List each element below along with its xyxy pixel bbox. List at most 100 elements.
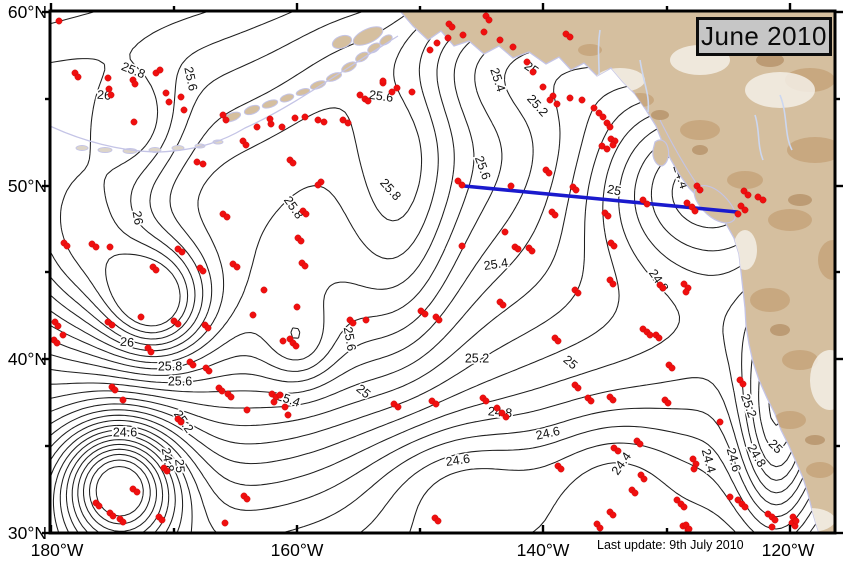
terrain-patch <box>818 240 835 280</box>
terrain-patch <box>806 462 834 478</box>
float-marker <box>529 68 537 76</box>
float-marker <box>165 98 173 106</box>
terrain-patch-dark <box>756 53 784 67</box>
float-marker <box>349 319 357 327</box>
y-axis-label: 60°N <box>8 2 47 22</box>
contour-line-24.0 <box>77 448 164 533</box>
float-marker <box>119 518 127 526</box>
coastal-island <box>652 139 670 167</box>
float-marker <box>177 418 185 426</box>
terrain-patch <box>680 120 720 140</box>
float-marker <box>668 364 676 372</box>
float-marker <box>63 242 71 250</box>
float-marker <box>356 91 364 99</box>
float-marker <box>284 411 292 419</box>
float-marker <box>109 512 117 520</box>
contour-line-26.2 <box>50 11 181 327</box>
float-marker <box>434 517 442 525</box>
contour-line-23.9 <box>82 453 158 532</box>
float-marker <box>53 339 61 347</box>
float-marker <box>587 397 595 405</box>
float-marker <box>499 301 507 309</box>
contour-label: 25.6 <box>341 326 359 352</box>
float-marker <box>739 380 747 388</box>
float-marker <box>163 467 171 475</box>
western-aleutian-island <box>75 145 89 151</box>
aleutian-island <box>352 26 384 46</box>
float-marker <box>590 104 598 112</box>
float-marker <box>233 263 241 271</box>
float-marker <box>339 116 347 124</box>
x-axis-label: 120°W <box>762 540 815 560</box>
float-marker <box>554 337 562 345</box>
float-markers <box>50 12 800 533</box>
float-marker <box>444 34 452 42</box>
float-marker <box>759 196 767 204</box>
float-marker <box>344 119 352 127</box>
float-marker <box>716 418 724 426</box>
float-marker <box>689 455 697 463</box>
river-line <box>779 94 793 151</box>
float-marker <box>243 495 251 503</box>
y-axis-label: 30°N <box>8 523 47 543</box>
float-marker <box>289 159 297 167</box>
float-marker <box>223 213 231 221</box>
float-marker <box>178 248 186 256</box>
float-marker <box>606 123 614 131</box>
terrain-patch <box>727 171 763 189</box>
float-marker <box>314 181 322 189</box>
float-marker <box>297 237 305 245</box>
last-update-note: Last update: 9th July 2010 <box>597 538 744 552</box>
contour-line-26.1 <box>50 11 207 334</box>
contour-label: 25.4 <box>483 256 509 273</box>
float-marker <box>291 114 299 122</box>
float-marker <box>281 403 289 411</box>
x-axis-label: 160°W <box>271 540 324 560</box>
float-marker <box>435 316 443 324</box>
float-marker <box>566 94 574 102</box>
aleutian-coastline <box>50 35 399 153</box>
float-marker <box>180 106 188 114</box>
float-marker <box>219 111 227 119</box>
float-marker <box>205 367 213 375</box>
map-canvas: 25.82625.625.625.42525.225.825.825.62524… <box>50 11 835 533</box>
western-aleutian-island <box>97 147 113 153</box>
contour-line-24.2 <box>65 439 835 533</box>
contour-label: 25.6 <box>168 374 192 388</box>
axis-ticks <box>42 3 843 535</box>
contour-label: 26 <box>130 210 146 226</box>
float-marker <box>771 516 779 524</box>
float-marker <box>266 115 274 123</box>
float-marker <box>394 403 402 411</box>
float-marker <box>598 142 606 150</box>
float-marker <box>501 228 509 236</box>
contour-line-23.7 <box>95 465 144 517</box>
float-marker <box>108 321 116 329</box>
float-marker <box>227 393 235 401</box>
float-marker <box>95 502 103 510</box>
float-marker <box>523 58 531 66</box>
float-marker <box>104 74 112 82</box>
float-marker <box>276 391 284 399</box>
float-marker <box>493 404 501 412</box>
float-marker <box>433 39 441 47</box>
float-marker <box>646 331 654 339</box>
contour-label: 24.6 <box>445 452 471 469</box>
float-marker <box>553 100 561 108</box>
aleutian-island <box>331 34 353 50</box>
float-marker <box>55 17 63 25</box>
aleutian-island <box>243 104 261 116</box>
float-marker <box>426 46 434 54</box>
contour-label: 25 <box>172 458 187 473</box>
float-marker <box>137 313 145 321</box>
float-marker <box>243 406 251 414</box>
float-marker <box>111 386 119 394</box>
float-marker <box>199 267 207 275</box>
float-marker <box>204 324 212 332</box>
float-marker <box>572 186 580 194</box>
float-marker <box>741 503 749 511</box>
float-marker <box>133 488 141 496</box>
snowfield-patch <box>745 72 815 108</box>
